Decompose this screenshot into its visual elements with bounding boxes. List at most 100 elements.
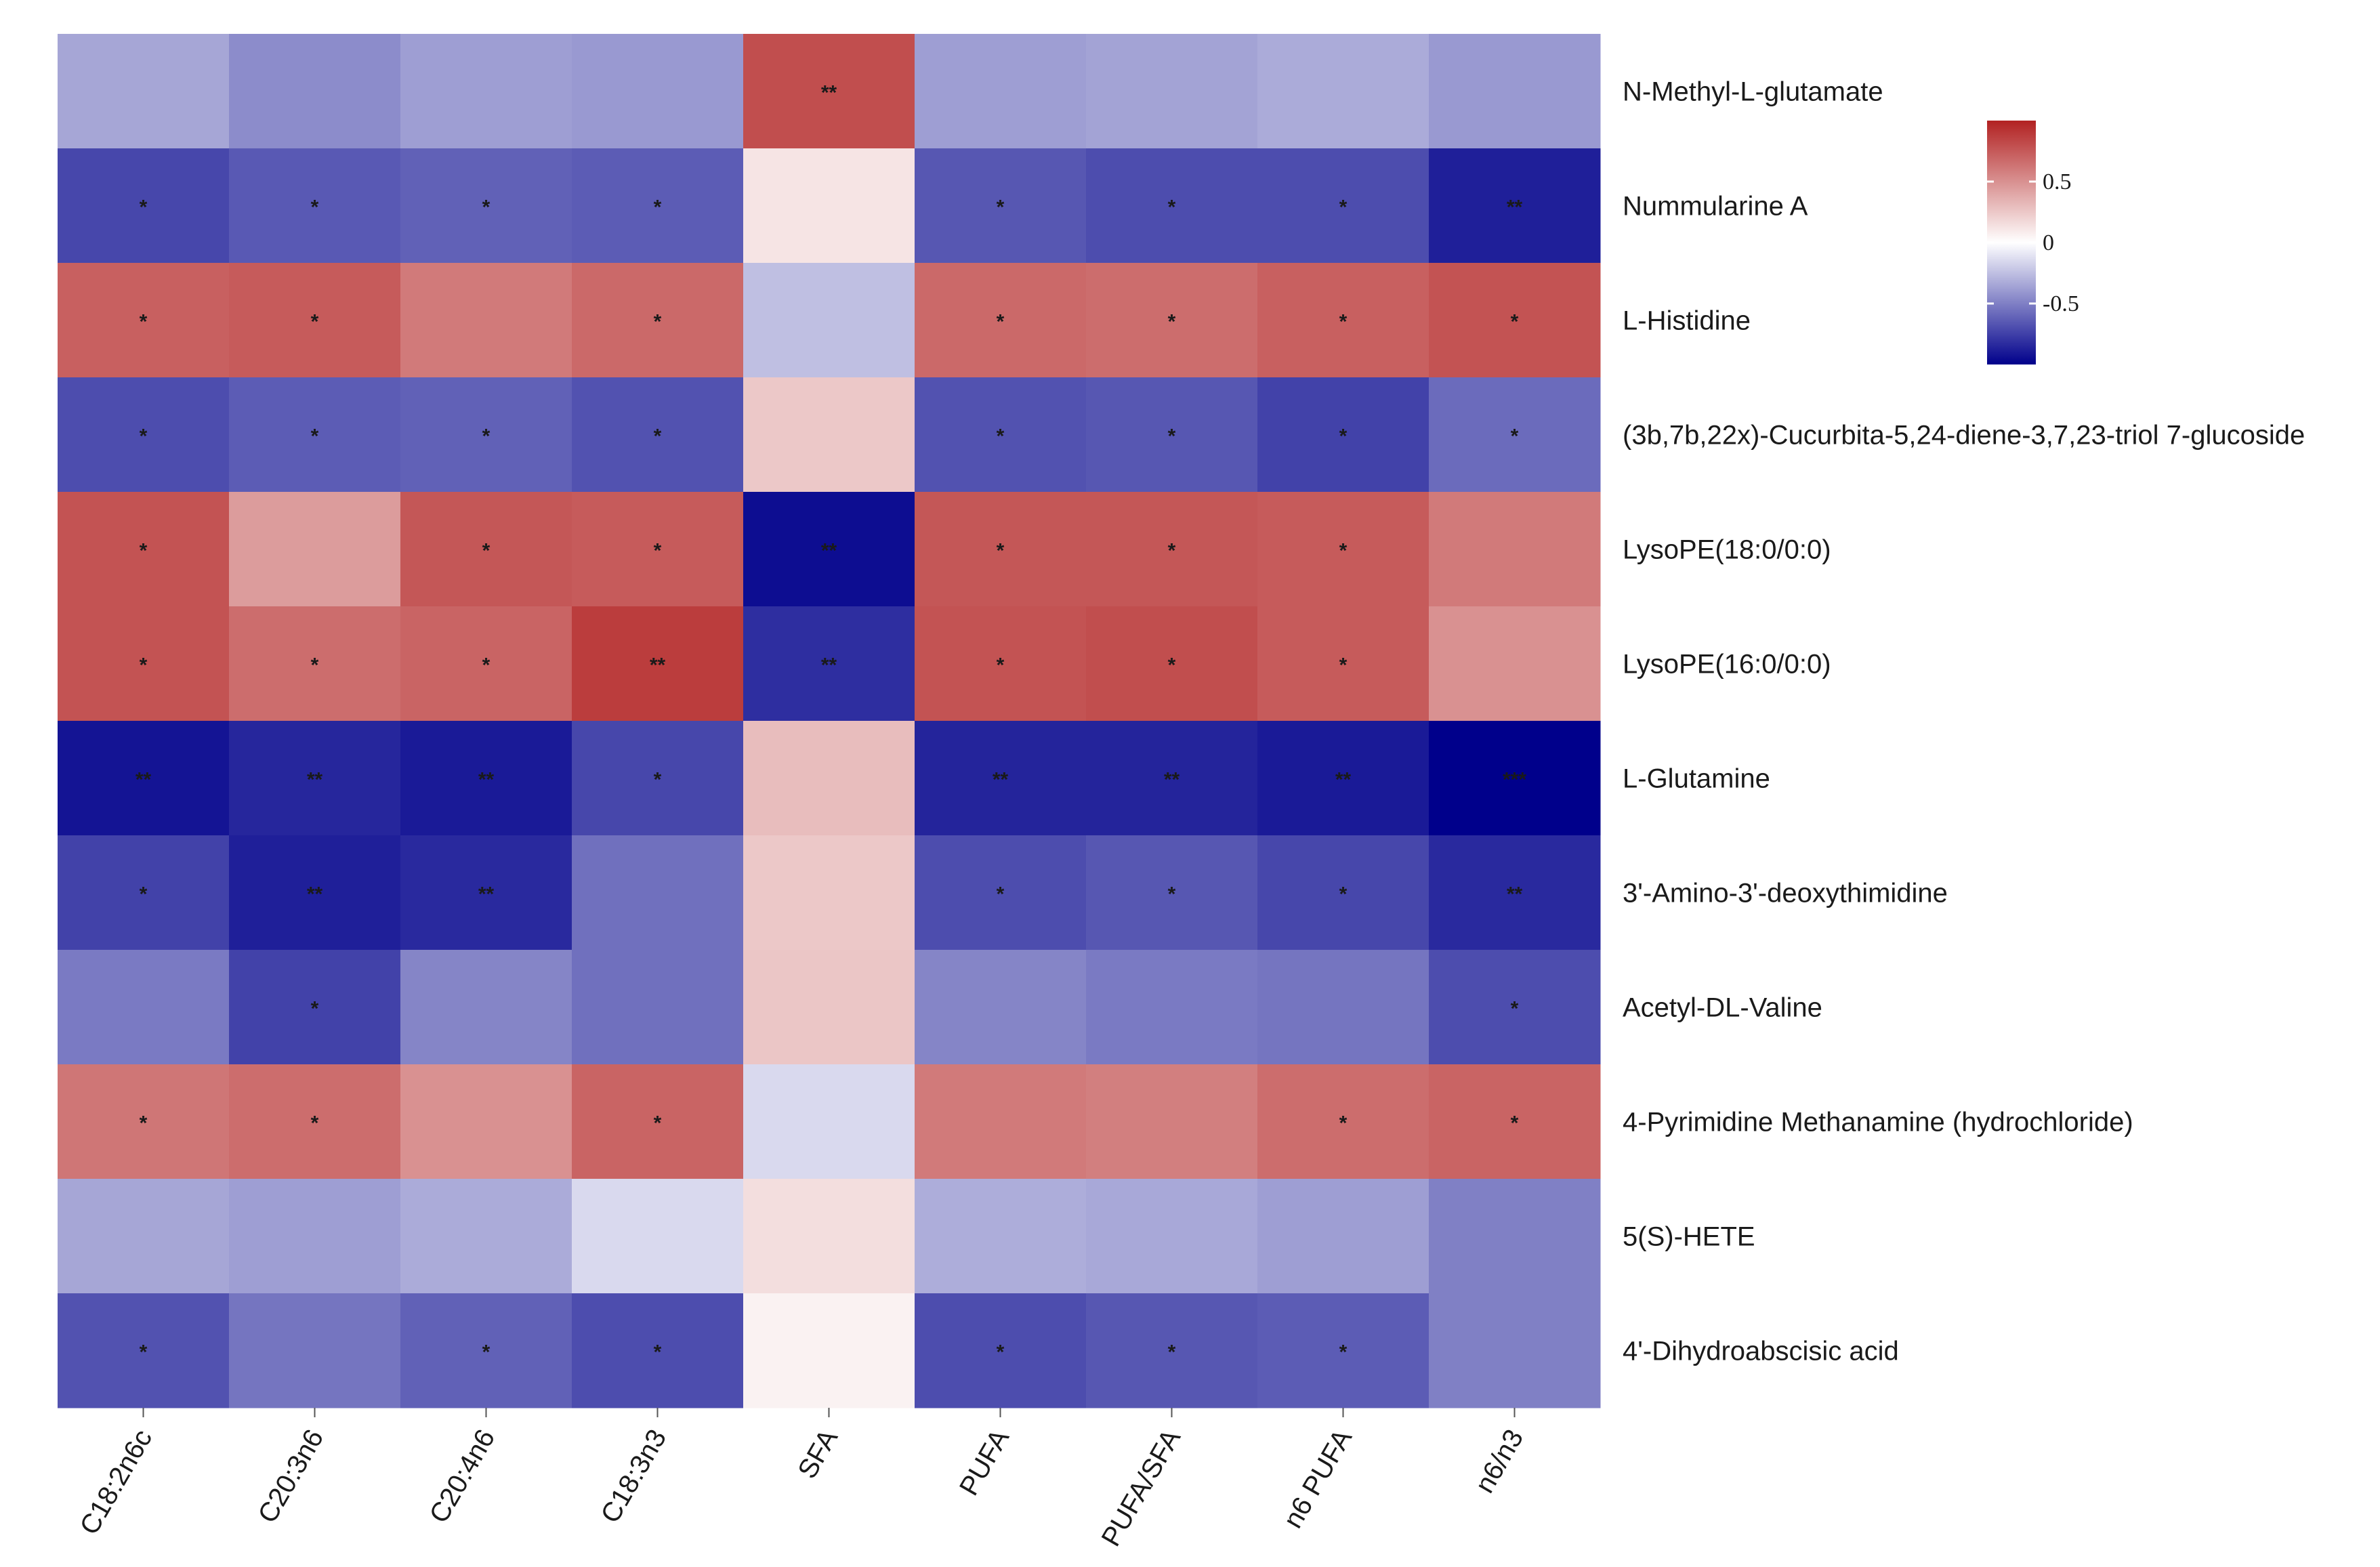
column-label: n6/n3 bbox=[1469, 1425, 1529, 1499]
heatmap-cell bbox=[1086, 263, 1258, 378]
heatmap-cell bbox=[743, 263, 915, 378]
heatmap-cell bbox=[1086, 1293, 1258, 1408]
heatmap-cell bbox=[229, 950, 401, 1065]
heatmap-cell bbox=[1429, 492, 1601, 607]
heatmap-cell bbox=[58, 721, 230, 836]
heatmap-cell bbox=[58, 492, 230, 607]
significance-mark: * bbox=[1339, 654, 1348, 677]
significance-mark: * bbox=[311, 196, 319, 219]
significance-mark: * bbox=[1168, 1341, 1176, 1364]
heatmap-cell bbox=[1429, 263, 1601, 378]
column-label: C20:3n6 bbox=[253, 1425, 330, 1528]
significance-mark: * bbox=[1168, 883, 1176, 906]
heatmap-cell bbox=[58, 835, 230, 950]
column-label: SFA bbox=[792, 1424, 843, 1484]
heatmap-cell bbox=[1086, 721, 1258, 836]
column-label: n6 PUFA bbox=[1278, 1424, 1358, 1533]
significance-mark: * bbox=[1339, 1112, 1348, 1135]
heatmap-cell bbox=[400, 1179, 572, 1294]
heatmap-cell bbox=[915, 1293, 1087, 1408]
heatmap-cell bbox=[1086, 492, 1258, 607]
significance-mark: * bbox=[311, 998, 319, 1020]
significance-mark: ** bbox=[650, 654, 666, 677]
significance-mark: * bbox=[140, 1341, 148, 1364]
heatmap-cell bbox=[400, 263, 572, 378]
significance-mark: * bbox=[140, 1112, 148, 1135]
heatmap-cell bbox=[400, 1064, 572, 1179]
column-labels: C18:2n6c C20:3n6 C20:4n6 C18:3n3 SFA PUFA PUFA… bbox=[75, 1408, 1529, 1551]
significance-mark: * bbox=[140, 540, 148, 562]
row-label: LysoPE(16:0/0:0) bbox=[1623, 650, 1831, 680]
row-labels: N-Methyl-L-glutamate Nummularine A L-Histi… bbox=[1623, 77, 2305, 1366]
significance-mark: * bbox=[1339, 311, 1348, 333]
significance-mark: * bbox=[654, 540, 662, 562]
heatmap-cell bbox=[743, 721, 915, 836]
heatmap-cell bbox=[572, 263, 744, 378]
heatmap-cell bbox=[743, 1179, 915, 1294]
significance-mark: * bbox=[482, 1341, 490, 1364]
heatmap-cell bbox=[915, 606, 1087, 722]
heatmap-cell bbox=[743, 835, 915, 950]
significance-mark: * bbox=[1339, 883, 1348, 906]
significance-mark: ** bbox=[307, 769, 323, 791]
significance-mark: ** bbox=[478, 769, 495, 791]
heatmap-cell bbox=[400, 950, 572, 1065]
heatmap-cell bbox=[743, 1293, 915, 1408]
heatmap-cell bbox=[229, 721, 401, 836]
significance-mark: * bbox=[140, 196, 148, 219]
row-label: N-Methyl-L-glutamate bbox=[1623, 77, 1883, 107]
significance-mark: * bbox=[654, 425, 662, 448]
heatmap-cell bbox=[572, 1064, 744, 1179]
heatmap-cell bbox=[915, 1064, 1087, 1179]
heatmap-cell bbox=[743, 1064, 915, 1179]
heatmap-cell bbox=[1257, 377, 1429, 493]
heatmap-cell bbox=[1257, 606, 1429, 722]
legend-tick-label: 0.5 bbox=[2043, 169, 2072, 194]
heatmap-cell bbox=[58, 1179, 230, 1294]
significance-mark: ** bbox=[821, 82, 837, 104]
heatmap-cell bbox=[572, 34, 744, 149]
column-label: PUFA bbox=[954, 1424, 1016, 1501]
heatmap-cell bbox=[229, 1293, 401, 1408]
significance-mark: * bbox=[1339, 425, 1348, 448]
heatmap-cell bbox=[1257, 950, 1429, 1065]
heatmap-cell bbox=[743, 34, 915, 149]
significance-mark: * bbox=[311, 425, 319, 448]
significance-mark: * bbox=[482, 425, 490, 448]
significance-mark: ** bbox=[993, 769, 1009, 791]
column-label: PUFA/SFA bbox=[1096, 1424, 1187, 1551]
heatmap-cell bbox=[915, 148, 1087, 264]
row-label: LysoPE(18:0/0:0) bbox=[1623, 535, 1831, 565]
heatmap-cell bbox=[743, 492, 915, 607]
heatmap-cell bbox=[58, 606, 230, 722]
heatmap-cell bbox=[743, 950, 915, 1065]
significance-mark: ** bbox=[1507, 883, 1523, 906]
heatmap-cell bbox=[1086, 835, 1258, 950]
significance-mark: * bbox=[997, 654, 1005, 677]
row-label: 3'-Amino-3'-deoxythimidine bbox=[1623, 879, 1948, 908]
heatmap-cell bbox=[1429, 1293, 1601, 1408]
significance-mark: * bbox=[654, 1112, 662, 1135]
heatmap-cell bbox=[400, 34, 572, 149]
significance-mark: * bbox=[1168, 425, 1176, 448]
heatmap-cell bbox=[1429, 377, 1601, 493]
heatmap-cell bbox=[915, 721, 1087, 836]
heatmap-cell bbox=[572, 377, 744, 493]
heatmap-cell bbox=[915, 263, 1087, 378]
heatmap-cell bbox=[572, 606, 744, 722]
heatmap-cell bbox=[58, 1293, 230, 1408]
heatmap-cell bbox=[400, 1293, 572, 1408]
significance-mark: * bbox=[140, 883, 148, 906]
significance-mark: * bbox=[140, 654, 148, 677]
heatmap-cell bbox=[400, 492, 572, 607]
heatmap-cell bbox=[229, 148, 401, 264]
heatmap-cell bbox=[229, 606, 401, 722]
heatmap-cell bbox=[915, 377, 1087, 493]
heatmap-cell bbox=[1086, 950, 1258, 1065]
heatmap-cell bbox=[572, 492, 744, 607]
significance-mark: ** bbox=[1507, 196, 1523, 219]
legend-colorbar bbox=[1987, 121, 2036, 364]
heatmap-cell bbox=[1257, 721, 1429, 836]
heatmap-cell bbox=[572, 148, 744, 264]
